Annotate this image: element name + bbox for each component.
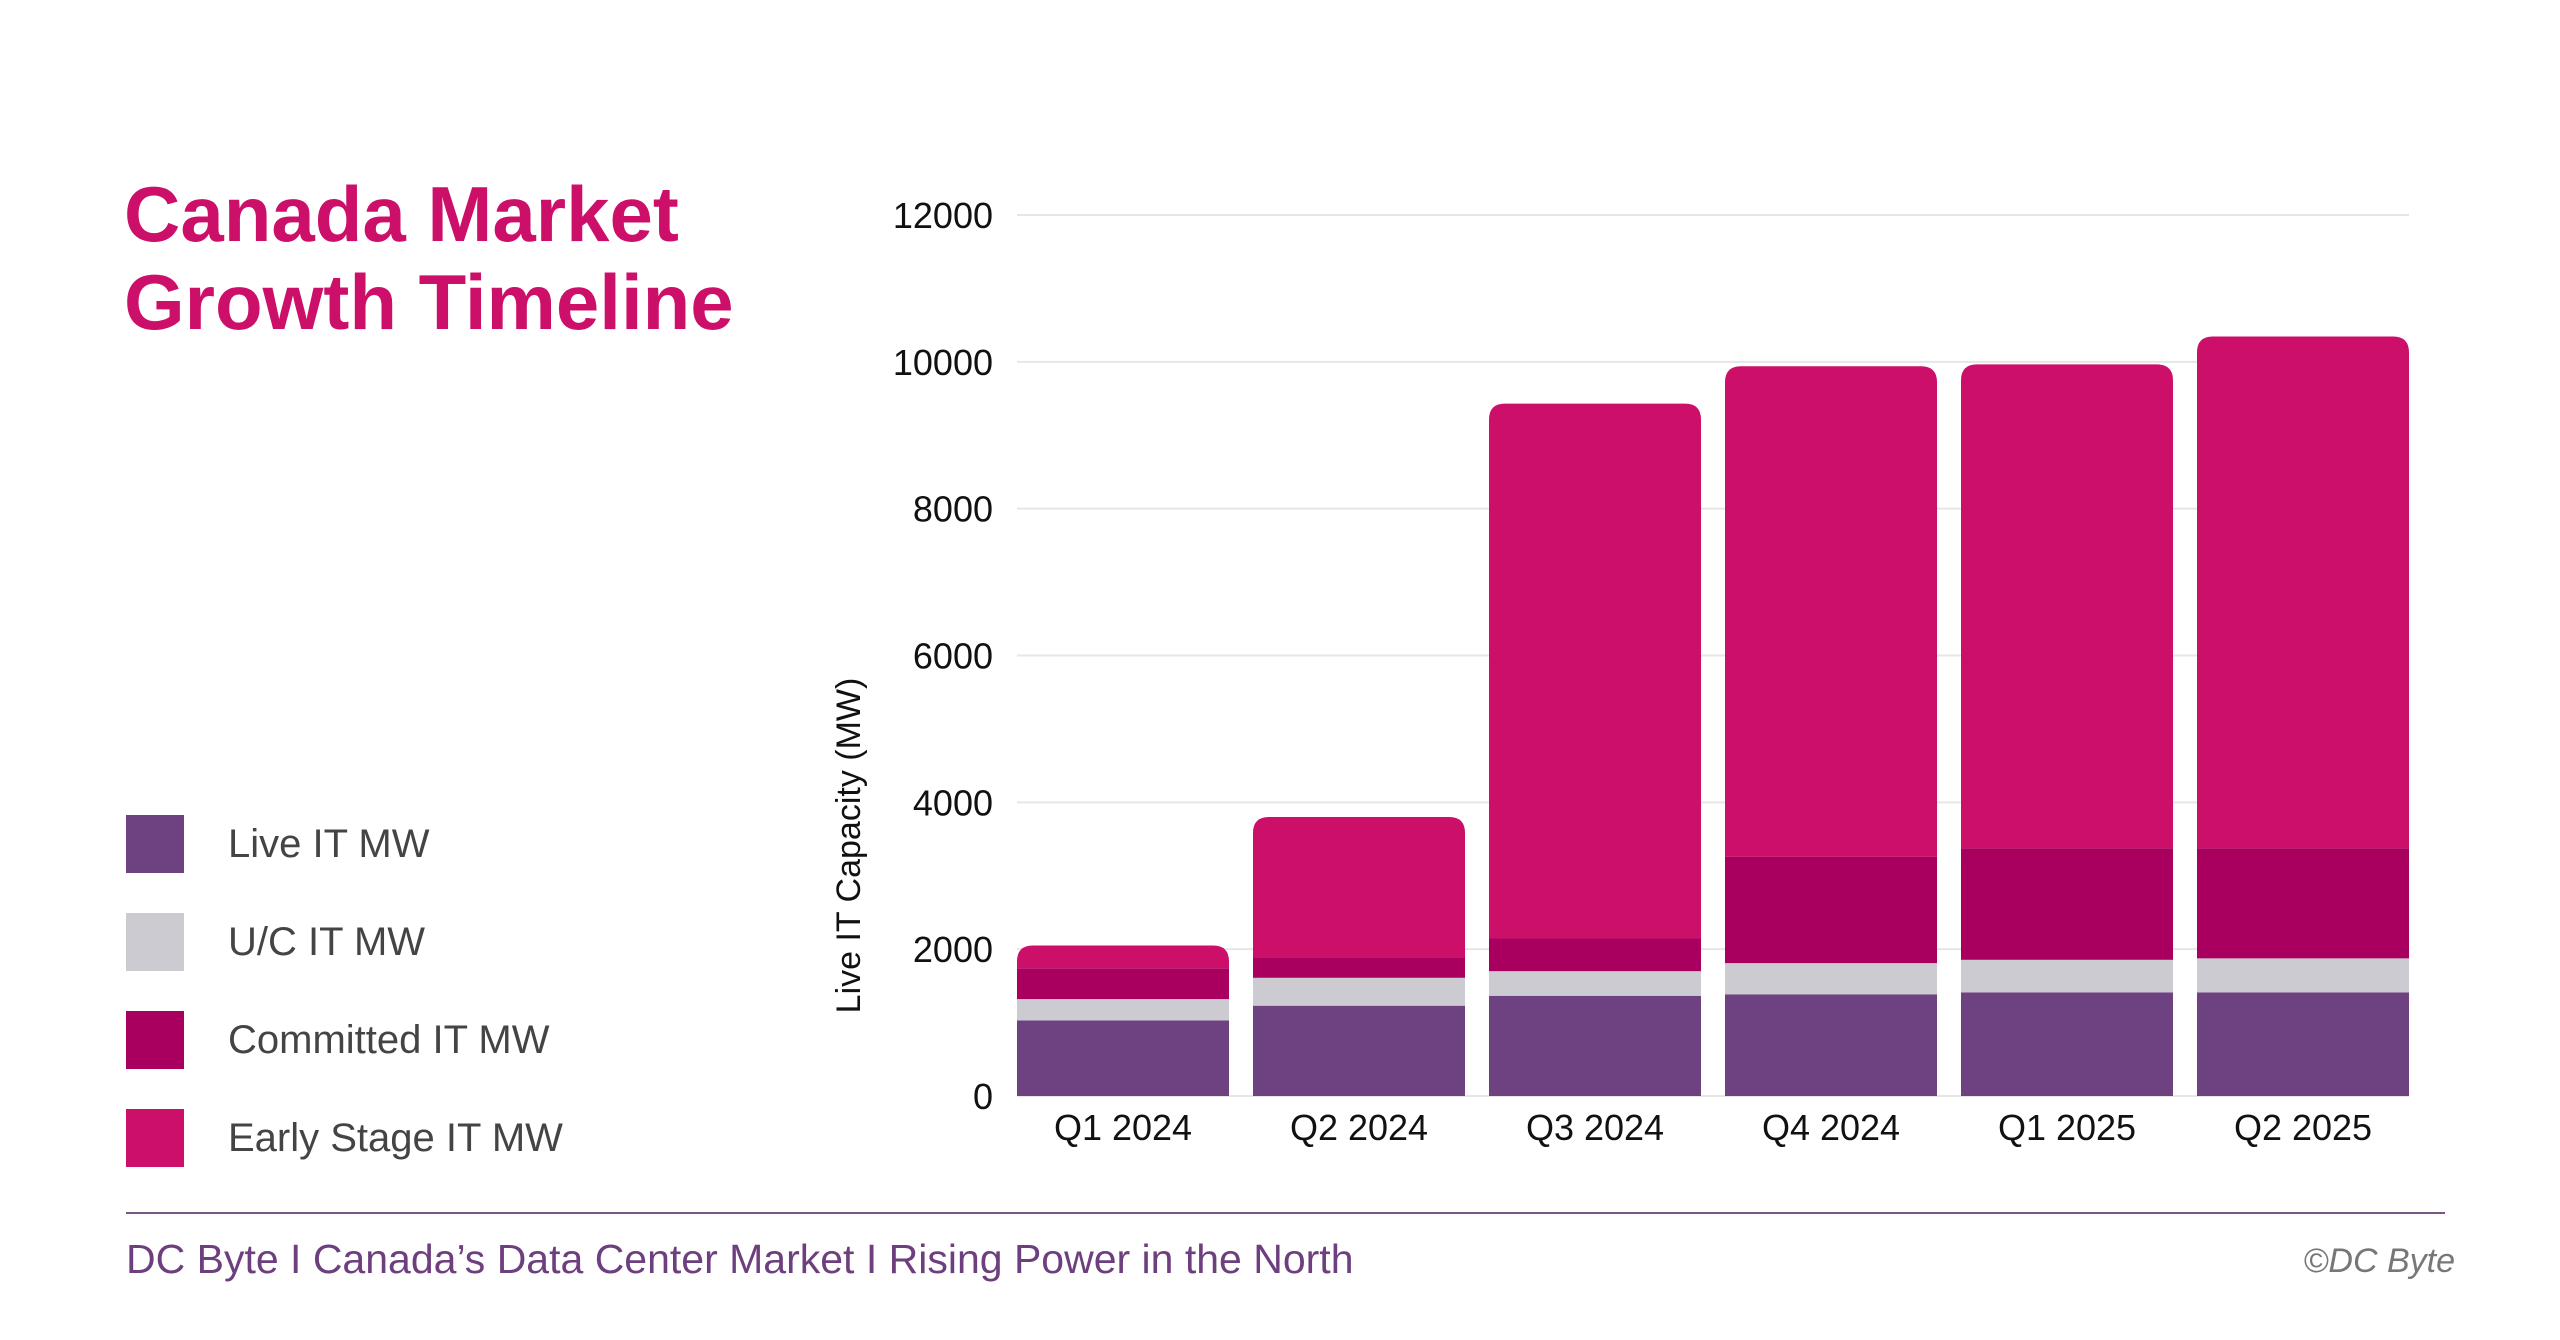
x-tick-label: Q4 2024 [1762,1107,1900,1148]
legend-label: Live IT MW [228,821,430,866]
footer-text: DC Byte I Canada’s Data Center Market I … [126,1236,1354,1282]
bar-segment [1489,995,1701,1096]
x-tick-label: Q2 2024 [1290,1107,1428,1148]
legend-swatch [126,815,184,873]
y-tick-label: 0 [973,1076,993,1117]
bar-segment [1017,945,1229,969]
legend-label: Early Stage IT MW [228,1115,563,1160]
bar-segment [2197,958,2409,993]
legend: Live IT MW U/C IT MW Committed IT MW Ear… [126,815,563,1207]
bar-segment [1725,994,1937,1096]
legend-label: U/C IT MW [228,919,426,964]
x-tick-label: Q3 2024 [1526,1107,1664,1148]
legend-swatch [126,913,184,971]
bar-segment [1725,856,1937,964]
bar-segment [1961,364,2173,849]
x-tick-label: Q1 2025 [1998,1107,2136,1148]
copyright: ©DC Byte [2303,1242,2455,1280]
legend-item-uc: U/C IT MW [126,913,563,971]
y-axis-label: Live IT Capacity (MW) [830,678,868,1014]
bar-segment [1961,959,2173,993]
bar-segment [1489,938,1701,972]
bar-segment [1017,1020,1229,1096]
y-tick-label: 8000 [913,489,993,530]
chart-title: Canada Market Growth Timeline [124,170,734,346]
bar-segment [1253,977,1465,1006]
bar-segment [1253,1005,1465,1096]
x-tick-label: Q2 2025 [2234,1107,2372,1148]
legend-item-live: Live IT MW [126,815,563,873]
bar-segment [1489,403,1701,939]
bar-segment [1961,992,2173,1096]
legend-swatch [126,1109,184,1167]
y-tick-label: 10000 [893,342,993,383]
x-tick-label: Q1 2024 [1054,1107,1192,1148]
bar-segment [1961,848,2173,960]
y-tick-label: 2000 [913,929,993,970]
legend-label: Committed IT MW [228,1017,550,1062]
bar-segment [1725,963,1937,995]
bar-segment [1489,971,1701,996]
bar-segment [2197,992,2409,1096]
y-tick-label: 12000 [893,195,993,236]
y-tick-label: 4000 [913,782,993,823]
bar-segment [2197,336,2409,849]
bar-segment [1017,999,1229,1021]
bar-segment [1725,366,1937,857]
legend-item-committed: Committed IT MW [126,1011,563,1069]
footer-divider [126,1212,2445,1214]
bar-segment [1253,957,1465,978]
bar-segment [1017,968,1229,1000]
legend-item-early: Early Stage IT MW [126,1109,563,1167]
bar-segment [2197,848,2409,959]
y-tick-label: 6000 [913,636,993,677]
legend-swatch [126,1011,184,1069]
bar-segment [1253,817,1465,958]
